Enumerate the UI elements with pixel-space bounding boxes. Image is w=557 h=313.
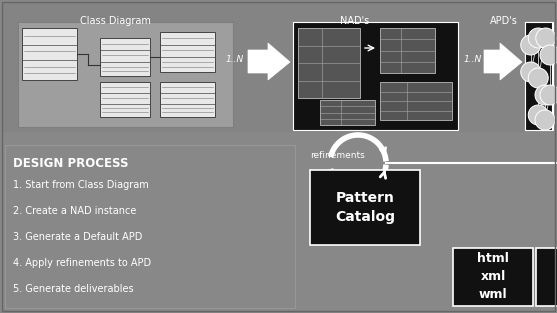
Polygon shape bbox=[248, 43, 290, 80]
Circle shape bbox=[528, 105, 548, 125]
FancyBboxPatch shape bbox=[160, 32, 215, 72]
FancyBboxPatch shape bbox=[525, 22, 553, 130]
Text: 4. Apply refinements to APD: 4. Apply refinements to APD bbox=[13, 258, 151, 268]
FancyBboxPatch shape bbox=[310, 170, 420, 245]
FancyBboxPatch shape bbox=[160, 82, 215, 117]
Text: DESIGN PROCESS: DESIGN PROCESS bbox=[13, 157, 129, 170]
FancyBboxPatch shape bbox=[453, 248, 533, 306]
FancyBboxPatch shape bbox=[2, 2, 555, 132]
Circle shape bbox=[521, 62, 541, 82]
FancyBboxPatch shape bbox=[22, 28, 77, 80]
Text: 2. Create a NAD instance: 2. Create a NAD instance bbox=[13, 206, 136, 216]
FancyBboxPatch shape bbox=[525, 22, 552, 130]
Text: refinements: refinements bbox=[310, 151, 365, 160]
Text: 1. Start from Class Diagram: 1. Start from Class Diagram bbox=[13, 180, 149, 190]
Circle shape bbox=[535, 110, 555, 130]
Circle shape bbox=[528, 28, 548, 48]
FancyBboxPatch shape bbox=[380, 82, 452, 120]
Text: APD's: APD's bbox=[490, 16, 518, 26]
FancyBboxPatch shape bbox=[320, 100, 375, 125]
Circle shape bbox=[540, 45, 557, 65]
Polygon shape bbox=[484, 43, 522, 80]
Text: 1..N: 1..N bbox=[226, 55, 244, 64]
Circle shape bbox=[536, 28, 556, 48]
Text: Class Diagram: Class Diagram bbox=[80, 16, 150, 26]
FancyBboxPatch shape bbox=[100, 82, 150, 117]
Text: NAD's: NAD's bbox=[340, 16, 370, 26]
Text: html
xml
wml: html xml wml bbox=[477, 253, 509, 301]
Text: Pattern
Catalog: Pattern Catalog bbox=[335, 191, 395, 224]
FancyBboxPatch shape bbox=[5, 145, 295, 308]
Text: 1..N: 1..N bbox=[464, 55, 482, 64]
FancyBboxPatch shape bbox=[100, 38, 150, 76]
Circle shape bbox=[528, 68, 548, 88]
Circle shape bbox=[540, 85, 557, 105]
Text: 3. Generate a Default APD: 3. Generate a Default APD bbox=[13, 232, 143, 242]
FancyBboxPatch shape bbox=[380, 28, 435, 73]
FancyBboxPatch shape bbox=[298, 28, 360, 98]
FancyBboxPatch shape bbox=[293, 22, 458, 130]
FancyBboxPatch shape bbox=[536, 248, 557, 306]
Circle shape bbox=[535, 85, 555, 105]
Text: 5. Generate deliverables: 5. Generate deliverables bbox=[13, 284, 134, 294]
Circle shape bbox=[521, 35, 541, 55]
FancyBboxPatch shape bbox=[18, 22, 233, 127]
